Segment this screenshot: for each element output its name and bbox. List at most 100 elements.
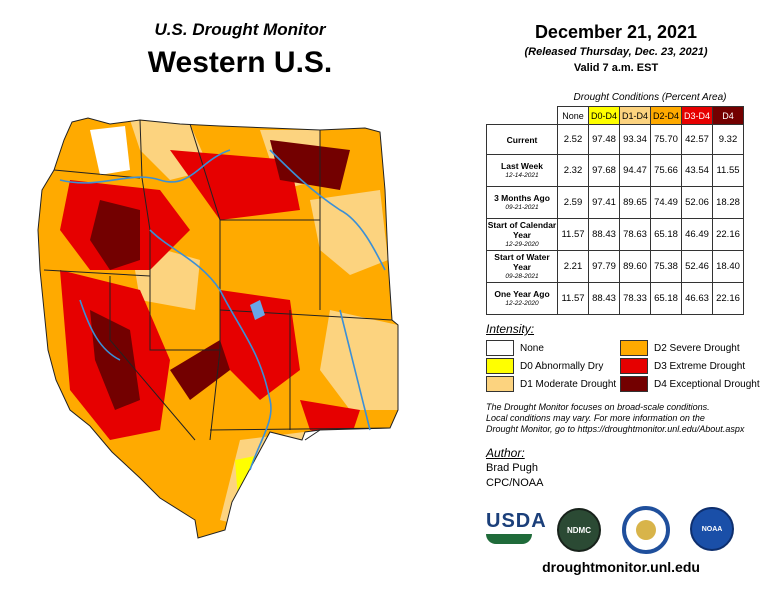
cell: 65.18: [650, 282, 682, 315]
table-row: Last Week 12-14-2021 2.32 97.68 94.47 75.…: [486, 154, 744, 187]
map-subtitle: U.S. Drought Monitor: [154, 20, 326, 39]
col-d4: D4: [712, 106, 744, 125]
row-date: 12-22-2020: [505, 299, 539, 307]
legend-label: D0 Abnormally Dry: [520, 360, 604, 372]
cell: 18.28: [712, 186, 744, 219]
usda-logo-swoosh: [486, 534, 532, 544]
col-d3-d4: D3-D4: [681, 106, 713, 125]
cell: 46.49: [681, 218, 713, 251]
noaa-logo: NOAA: [690, 507, 734, 551]
d4-region-nevada: [170, 340, 230, 400]
cell: 52.46: [681, 250, 713, 283]
col-d0-d4: D0-D4: [588, 106, 620, 125]
row-date: 12-14-2021: [505, 171, 539, 179]
usda-logo: USDA: [486, 510, 547, 544]
legend-swatch: [620, 340, 648, 356]
d1-region-colorado: [320, 310, 398, 410]
legend-label: D1 Moderate Drought: [520, 378, 617, 390]
cell: 94.47: [619, 154, 651, 187]
table-row: One Year Ago 12-22-2020 11.57 88.43 78.33…: [486, 282, 744, 315]
usda-logo-text: USDA: [486, 510, 547, 532]
drought-map: [37, 117, 399, 539]
cell: 18.40: [712, 250, 744, 283]
author-heading: Author:: [486, 446, 525, 460]
cell: 93.34: [619, 124, 651, 155]
cell: 46.63: [681, 282, 713, 315]
cell: 75.66: [650, 154, 682, 187]
col-none: None: [557, 106, 589, 125]
valid-time: Valid 7 a.m. EST: [573, 62, 659, 74]
legend-label: None: [520, 342, 544, 354]
col-d1-d4: D1-D4: [619, 106, 651, 125]
legend-swatch: [486, 340, 514, 356]
d4-region-california: [90, 310, 140, 410]
cell: 97.79: [588, 250, 620, 283]
legend-item-d3: D3 Extreme Drought: [620, 358, 745, 374]
doc-seal-logo: [622, 506, 670, 554]
note-line: The Drought Monitor focuses on broad-sca…: [486, 402, 710, 412]
row-label: One Year Ago 12-22-2020: [486, 282, 558, 315]
cell: 88.43: [588, 218, 620, 251]
cell: 97.41: [588, 186, 620, 219]
released-note: (Released Thursday, Dec. 23, 2021): [524, 46, 708, 58]
table-row: Current 2.52 97.48 93.34 75.70 42.57 9.3…: [486, 124, 744, 155]
cell: 9.32: [712, 124, 744, 155]
none-region-washington: [90, 126, 130, 175]
table-header-row: None D0-D4 D1-D4 D2-D4 D3-D4 D4: [487, 106, 744, 125]
table-row: 3 Months Ago 09-21-2021 2.59 97.41 89.65 …: [486, 186, 744, 219]
cell: 11.57: [557, 282, 589, 315]
legend-label: D4 Exceptional Drought: [654, 378, 760, 390]
legend-title: Intensity:: [486, 322, 535, 336]
cell: 65.18: [650, 218, 682, 251]
state-boundaries: [37, 117, 399, 539]
note-line: Drought Monitor, go to https://droughtmo…: [486, 424, 745, 434]
cell: 75.70: [650, 124, 682, 155]
row-date: 09-28-2021: [505, 272, 539, 280]
cell: 42.57: [681, 124, 713, 155]
note-line: Local conditions may vary. For more info…: [486, 413, 705, 423]
author-name: Brad Pugh: [486, 462, 538, 474]
row-date: 09-21-2021: [505, 203, 539, 211]
drought-conditions-table: None D0-D4 D1-D4 D2-D4 D3-D4 D4 Current …: [486, 106, 744, 315]
cell: 11.55: [712, 154, 744, 187]
legend-swatch: [486, 376, 514, 392]
rivers: [59, 149, 386, 471]
table-title: Drought Conditions (Percent Area): [573, 92, 727, 103]
legend-item-d0: D0 Abnormally Dry: [486, 358, 603, 374]
author-org: CPC/NOAA: [486, 477, 544, 489]
cell: 89.60: [619, 250, 651, 283]
cell: 22.16: [712, 282, 744, 315]
legend-item-d2: D2 Severe Drought: [620, 340, 740, 356]
d3-region-utah: [220, 290, 300, 400]
table-row: Start of Water Year 09-28-2021 2.21 97.79…: [486, 250, 744, 283]
cell: 97.48: [588, 124, 620, 155]
legend-item-d4: D4 Exceptional Drought: [620, 376, 760, 392]
cell: 97.68: [588, 154, 620, 187]
d4-region-oregon: [90, 200, 140, 270]
row-label: Last Week 12-14-2021: [486, 154, 558, 187]
map-title: Western U.S.: [147, 46, 333, 79]
cell: 88.43: [588, 282, 620, 315]
col-d2-d4: D2-D4: [650, 106, 682, 125]
legend-swatch: [620, 376, 648, 392]
cell: 2.59: [557, 186, 589, 219]
disclaimer-note: The Drought Monitor focuses on broad-sca…: [486, 402, 756, 435]
legend-item-d1: D1 Moderate Drought: [486, 376, 616, 392]
footer-url[interactable]: droughtmonitor.unl.edu: [542, 559, 700, 575]
d4-region-montana: [270, 140, 350, 190]
row-label: Current: [486, 124, 558, 155]
d0-region-arizona: [235, 455, 265, 525]
legend-label: D2 Severe Drought: [654, 342, 740, 354]
doc-seal-emblem: [636, 520, 656, 540]
d1-region-wyoming: [310, 190, 388, 275]
cell: 89.65: [619, 186, 651, 219]
cell: 22.16: [712, 218, 744, 251]
cell: 52.06: [681, 186, 713, 219]
legend-item-none: None: [486, 340, 544, 356]
ndmc-logo: NDMC: [557, 508, 601, 552]
cell: 2.21: [557, 250, 589, 283]
legend-swatch: [620, 358, 648, 374]
cell: 43.54: [681, 154, 713, 187]
cell: 2.52: [557, 124, 589, 155]
cell: 75.38: [650, 250, 682, 283]
